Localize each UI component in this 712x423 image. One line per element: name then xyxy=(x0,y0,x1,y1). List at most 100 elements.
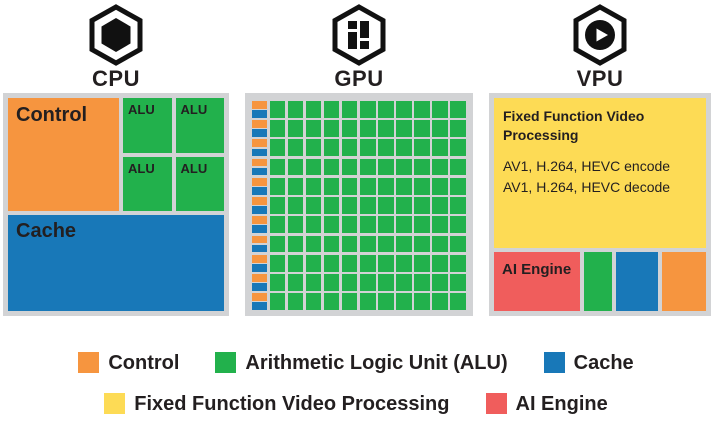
gpu-control-subcell xyxy=(252,216,267,225)
gpu-alu-cell xyxy=(378,254,394,272)
gpu-alu-cell xyxy=(305,254,322,272)
gpu-alu-cell xyxy=(378,216,394,234)
gpu-alu-cell xyxy=(396,293,412,311)
gpu-alu-cell xyxy=(359,158,376,176)
gpu-alu-cell xyxy=(396,158,412,176)
gpu-alu-cell xyxy=(305,120,322,137)
gpu-alu-cell xyxy=(414,197,430,214)
gpu-alu-cell xyxy=(287,235,304,253)
gpu-alu-cell xyxy=(359,177,376,195)
gpu-alu-cell xyxy=(378,101,394,118)
gpu-alu-cell xyxy=(341,139,358,157)
gpu-alu-cell xyxy=(287,120,304,137)
gpu-alu-cell xyxy=(287,139,304,157)
gpu-alu-cell xyxy=(287,216,304,234)
legend: Control Arithmetic Logic Unit (ALU) Cache F… xyxy=(0,352,712,414)
legend-label: Cache xyxy=(573,351,634,374)
gpu-alu-cell xyxy=(305,158,322,176)
gpu-header: GPU xyxy=(245,4,473,93)
gpu-alu-cell xyxy=(359,254,376,272)
gpu-alu-cell xyxy=(341,101,358,118)
legend-item-alu: Arithmetic Logic Unit (ALU) xyxy=(215,351,508,374)
gpu-cache-subcell xyxy=(252,263,267,272)
gpu-alu-cell xyxy=(432,254,448,272)
gpu-control-subcell xyxy=(252,293,267,302)
gpu-control-cache-cell xyxy=(252,235,267,253)
gpu-alu-cell xyxy=(269,197,286,214)
gpu-alu-cell xyxy=(378,235,394,253)
gpu-alu-cell xyxy=(287,101,304,118)
gpu-alu-cell xyxy=(341,254,358,272)
cpu-top-section: Control ALU ALU ALU ALU xyxy=(8,98,224,211)
gpu-alu-cell xyxy=(305,235,322,253)
gpu-alu-cell xyxy=(305,216,322,234)
gpu-alu-cell xyxy=(432,216,448,234)
gpu-cache-subcell xyxy=(252,244,267,253)
gpu-alu-cell xyxy=(432,235,448,253)
gpu-alu-cell xyxy=(450,120,467,137)
gpu-alu-cell xyxy=(341,158,358,176)
gpu-alu-cell xyxy=(323,235,340,253)
gpu-alu-cell xyxy=(287,254,304,272)
ffvp-encode-line: AV1, H.264, HEVC encode xyxy=(503,157,671,174)
gpu-core-row xyxy=(252,177,467,195)
vpu-play-hexagon-icon xyxy=(573,4,627,66)
vpu-cache-block xyxy=(615,252,658,311)
gpu-alu-cell xyxy=(396,274,412,291)
gpu-cache-subcell xyxy=(252,110,267,118)
legend-item-control: Control xyxy=(78,352,179,373)
gpu-label: GPU xyxy=(334,66,384,91)
gpu-alu-cell xyxy=(450,293,467,311)
gpu-control-cache-cell xyxy=(252,254,267,272)
cpu-alu-block: ALU xyxy=(123,156,172,211)
gpu-cache-subcell xyxy=(252,206,267,214)
vpu-bottom-section: AI Engine xyxy=(494,252,706,311)
legend-label: Control xyxy=(108,351,180,374)
gpu-alu-cell xyxy=(269,158,286,176)
gpu-control-subcell xyxy=(252,274,267,282)
gpu-alu-cell xyxy=(359,120,376,137)
gpu-alu-cell xyxy=(287,274,304,291)
vpu-alu-block xyxy=(584,252,612,311)
gpu-alu-cell xyxy=(378,158,394,176)
gpu-alu-cell xyxy=(378,197,394,214)
gpu-alu-cell xyxy=(359,139,376,157)
gpu-die-panel xyxy=(245,93,473,316)
gpu-alu-cell xyxy=(341,235,358,253)
gpu-core-row xyxy=(252,216,467,234)
legend-item-ai-engine: AI Engine xyxy=(485,393,608,414)
gpu-alu-cell xyxy=(432,101,448,118)
gpu-control-cache-cell xyxy=(252,101,267,118)
gpu-alu-cell xyxy=(323,293,340,311)
gpu-alu-cell xyxy=(378,120,394,137)
gpu-control-cache-cell xyxy=(252,158,267,176)
gpu-control-subcell xyxy=(252,197,267,205)
cpu-label: CPU xyxy=(92,66,140,91)
gpu-alu-cell xyxy=(287,197,304,214)
gpu-alu-cell xyxy=(341,120,358,137)
gpu-alu-cell xyxy=(432,120,448,137)
legend-row: Control Arithmetic Logic Unit (ALU) Cache xyxy=(78,351,634,374)
gpu-alu-cell xyxy=(432,139,448,157)
gpu-alu-cell xyxy=(396,101,412,118)
gpu-control-subcell xyxy=(252,177,267,186)
gpu-alu-cell xyxy=(323,177,340,195)
gpu-alu-cell xyxy=(323,254,340,272)
gpu-alu-cell xyxy=(359,216,376,234)
gpu-alu-cell xyxy=(287,293,304,311)
legend-label: Arithmetic Logic Unit (ALU) xyxy=(245,351,508,374)
gpu-alu-cell xyxy=(432,158,448,176)
gpu-alu-cell xyxy=(378,177,394,195)
gpu-core-row xyxy=(252,158,467,176)
gpu-alu-cell xyxy=(359,293,376,311)
ffvp-title: Fixed Function Video Processing xyxy=(503,108,645,143)
gpu-cache-subcell xyxy=(252,148,267,157)
gpu-alu-cell xyxy=(378,293,394,311)
gpu-alu-cell xyxy=(269,274,286,291)
cpu-alu-block: ALU xyxy=(175,98,224,153)
gpu-alu-cell xyxy=(450,158,467,176)
gpu-alu-cell xyxy=(450,101,467,118)
gpu-alu-cell xyxy=(323,120,340,137)
gpu-alu-cell xyxy=(450,274,467,291)
gpu-alu-cell xyxy=(341,177,358,195)
